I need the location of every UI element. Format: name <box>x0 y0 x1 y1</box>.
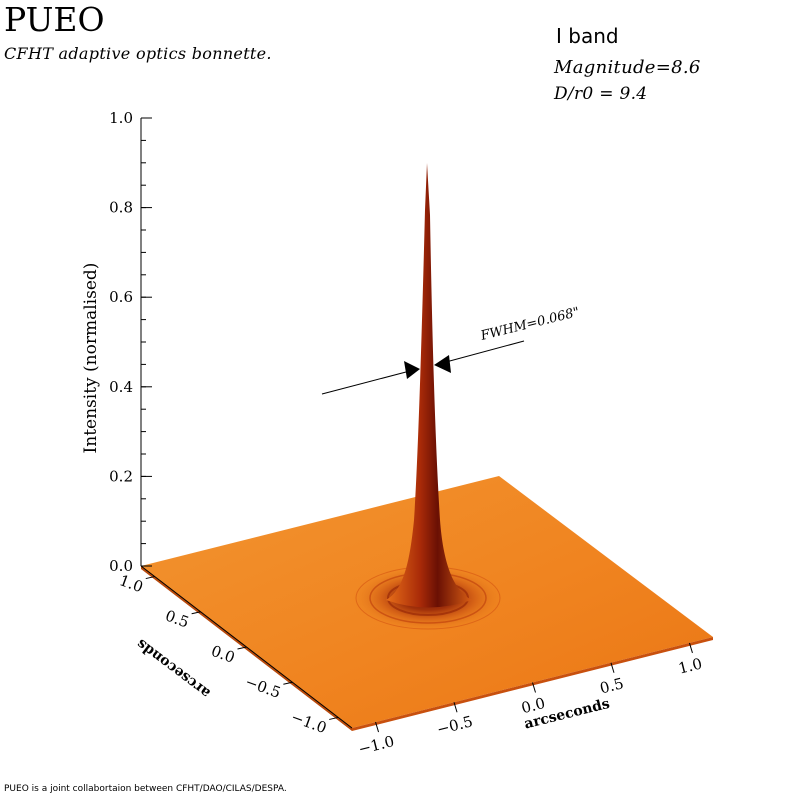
x-axis-tick <box>610 662 615 673</box>
chart-subtitle: CFHT adaptive optics bonnette. <box>4 44 272 63</box>
psf-peak <box>386 163 472 608</box>
surface-left-edge <box>141 566 352 731</box>
z-axis-tick-label: 0.8 <box>109 199 133 217</box>
z-axis-minor-ticks <box>141 117 146 567</box>
z-axis-ticks: 0.0 0.2 0.4 0.6 0.8 1.0 <box>109 109 152 575</box>
z-axis-label: Intensity (normalised) <box>81 263 101 454</box>
fwhm-annotation: FWHM=0.068" <box>478 305 581 344</box>
y-axis-tick <box>145 576 155 580</box>
x-axis-tick-label: −1.0 <box>356 732 396 758</box>
footer-credit: PUEO is a joint collabortaion between CF… <box>4 784 287 794</box>
y-axis-tick-label: −1.0 <box>289 708 329 737</box>
x-axis-tick-label: 1.0 <box>676 654 704 677</box>
x-axis-tick <box>532 682 536 693</box>
x-axis-tick-label: 0.5 <box>598 674 626 697</box>
y-axis-tick-label: 0.5 <box>163 606 192 631</box>
chart-title: PUEO <box>4 0 105 39</box>
y-axis-tick <box>283 681 293 685</box>
fwhm-right-leader <box>445 340 525 363</box>
z-axis-tick-label: 0.4 <box>109 378 133 396</box>
z-axis-tick-label: 0.2 <box>109 467 133 485</box>
x-axis-tick <box>453 702 458 713</box>
x-axis-tick-label: −0.5 <box>435 712 475 738</box>
y-axis-tick <box>329 716 339 720</box>
y-axis-tick <box>191 611 201 615</box>
z-axis-tick-label: 0.0 <box>109 557 133 575</box>
y-axis-label: arcseconds <box>134 635 214 700</box>
x-axis-tick <box>375 721 380 733</box>
band-label: I band <box>556 24 619 48</box>
fwhm-left-leader <box>321 371 407 395</box>
y-axis-tick <box>237 646 247 650</box>
y-axis-tick-label: 1.0 <box>117 571 146 596</box>
z-axis-tick-label: 0.6 <box>109 288 133 306</box>
fwhm-left-arrowhead <box>404 361 420 379</box>
z-axis-tick-label: 1.0 <box>109 109 133 127</box>
d-r0-label: D/r0 = 9.4 <box>554 84 648 104</box>
fwhm-right-arrowhead <box>434 355 451 373</box>
x-axis-tick <box>688 642 693 654</box>
y-axis-tick-label: −0.5 <box>243 673 283 702</box>
magnitude-label: Magnitude=8.6 <box>554 57 701 78</box>
x-axis-tick-label: 0.0 <box>520 694 548 717</box>
y-axis-tick-label: 0.0 <box>209 642 238 667</box>
